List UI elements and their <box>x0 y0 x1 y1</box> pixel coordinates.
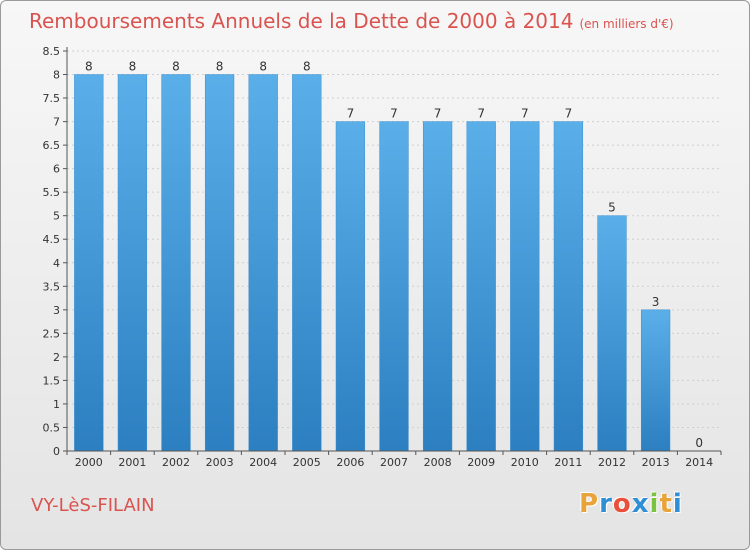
x-tick-label-2005: 2005 <box>293 456 321 469</box>
y-tick-label: 5.5 <box>43 186 61 199</box>
logo-letter: o <box>612 489 632 519</box>
y-tick-label: 6.5 <box>43 139 61 152</box>
x-tick-label-2007: 2007 <box>380 456 408 469</box>
y-tick-label: 2.5 <box>43 327 61 340</box>
y-tick-label: 8 <box>53 69 60 82</box>
y-tick-label: 7.5 <box>43 92 61 105</box>
y-tick-label: 4.5 <box>43 233 61 246</box>
bar-2010 <box>510 121 540 452</box>
data-label-2004: 8 <box>259 60 267 74</box>
y-tick-label: 6 <box>53 163 60 176</box>
x-tick-label-2011: 2011 <box>554 456 582 469</box>
data-label-2005: 8 <box>303 60 311 74</box>
data-label-2014: 0 <box>695 436 703 450</box>
logo-letter: P <box>579 489 600 519</box>
bar-2011 <box>553 121 584 452</box>
bar-2004 <box>248 74 278 452</box>
bar-2013 <box>640 309 671 452</box>
y-tick-labels: 0 0.5 1 1.5 2 2.5 3 3.5 4 4.5 5 5.5 6 6.5 7 7.5 8 8.5 <box>43 45 61 458</box>
bars <box>74 74 671 452</box>
bar-2006 <box>335 121 366 452</box>
bar-2007 <box>379 121 409 452</box>
data-label-2001: 8 <box>129 60 137 74</box>
town-name: VY-LèS-FILAIN <box>31 495 155 516</box>
bar-2012 <box>597 215 627 452</box>
data-label-2009: 7 <box>477 107 485 121</box>
x-tick-label-2004: 2004 <box>249 456 277 469</box>
data-label-2007: 7 <box>390 107 398 121</box>
x-tick-label-2008: 2008 <box>424 456 452 469</box>
bar-2003 <box>204 74 235 452</box>
bar-2002 <box>161 74 191 452</box>
x-tick-label-2014: 2014 <box>685 456 713 469</box>
axes <box>66 47 721 452</box>
data-label-2003: 8 <box>216 60 224 74</box>
logo-letter: i <box>649 489 660 519</box>
data-label-2011: 7 <box>565 107 573 121</box>
x-tick-label-2010: 2010 <box>511 456 539 469</box>
bar-2008 <box>422 121 453 452</box>
x-tick-label-2000: 2000 <box>75 456 103 469</box>
data-label-2008: 7 <box>434 107 442 121</box>
data-label-2010: 7 <box>521 107 529 121</box>
proxiti-logo: Proxiti <box>579 489 683 519</box>
x-tick-label-2012: 2012 <box>598 456 626 469</box>
logo-letter: t <box>659 489 673 519</box>
y-tick-label: 0 <box>53 445 60 458</box>
data-label-2012: 5 <box>608 201 616 215</box>
y-tick-label: 1.5 <box>43 374 61 387</box>
x-tick-label-2002: 2002 <box>162 456 190 469</box>
x-tick-labels: 2000 2001 2002 2003 2004 2005 2006 2007 2008 2009… <box>75 456 713 469</box>
data-label-2002: 8 <box>172 60 180 74</box>
y-tick-label: 2 <box>53 351 60 364</box>
x-tick-label-2006: 2006 <box>336 456 364 469</box>
bar-2000 <box>74 74 104 452</box>
chart-title: Remboursements Annuels de la Dette de 20… <box>29 9 574 33</box>
x-tick-label-2001: 2001 <box>118 456 146 469</box>
data-label-2013: 3 <box>652 295 660 309</box>
bar-2005 <box>292 74 322 452</box>
y-tick-label: 1 <box>53 398 60 411</box>
y-tick-label: 3 <box>53 304 60 317</box>
x-tick-label-2013: 2013 <box>642 456 670 469</box>
chart-subtitle: (en milliers d'€) <box>579 17 674 31</box>
x-tick-label-2009: 2009 <box>467 456 495 469</box>
bar-2001 <box>117 74 148 452</box>
logo-letter: r <box>599 489 613 519</box>
logo-letter: x <box>631 489 650 519</box>
x-tick-label-2003: 2003 <box>206 456 234 469</box>
y-tick-label: 0.5 <box>43 421 61 434</box>
data-labels: 8 8 8 8 8 8 7 7 7 7 7 7 5 3 0 <box>85 60 703 450</box>
data-label-2000: 8 <box>85 60 93 74</box>
y-tick-label: 8.5 <box>43 45 61 58</box>
y-tick-label: 5 <box>53 210 60 223</box>
y-tick-label: 4 <box>53 257 60 270</box>
chart-title-row: Remboursements Annuels de la Dette de 20… <box>29 9 674 33</box>
data-label-2006: 7 <box>347 107 355 121</box>
bar-2009 <box>466 121 496 452</box>
logo-letter: i <box>672 489 683 519</box>
y-tick-label: 7 <box>53 116 60 129</box>
y-tick-label: 3.5 <box>43 280 61 293</box>
